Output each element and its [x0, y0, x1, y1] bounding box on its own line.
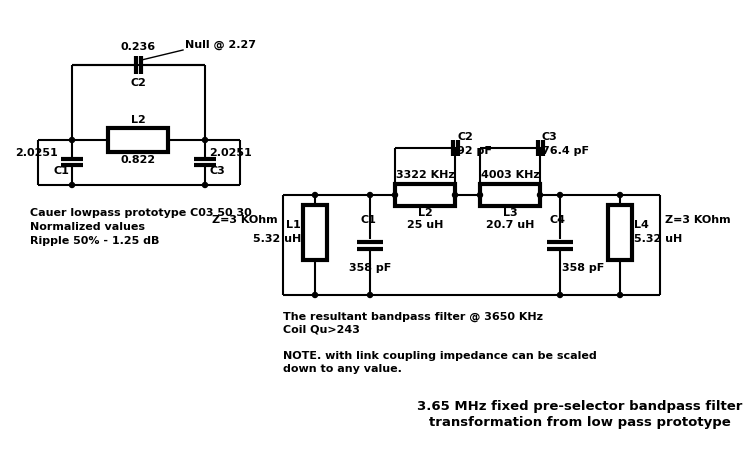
Text: C1: C1 [53, 166, 69, 176]
Bar [108, 128, 168, 152]
Text: C2: C2 [457, 132, 473, 142]
Text: 25 uH: 25 uH [407, 220, 443, 230]
Bar [395, 184, 455, 206]
Circle shape [538, 192, 542, 197]
Circle shape [557, 192, 562, 197]
Text: Null @ 2.27: Null @ 2.27 [185, 40, 256, 50]
Bar [480, 184, 540, 206]
Text: 3322 KHz: 3322 KHz [396, 170, 454, 180]
Text: 3.65 MHz fixed pre-selector bandpass filter: 3.65 MHz fixed pre-selector bandpass fil… [418, 400, 743, 413]
Circle shape [618, 292, 622, 298]
Text: Z=3 KOhm: Z=3 KOhm [665, 215, 731, 225]
Circle shape [202, 182, 208, 187]
Text: 4003 KHz: 4003 KHz [480, 170, 539, 180]
Circle shape [618, 192, 622, 197]
Text: C1: C1 [360, 215, 376, 225]
Text: L3: L3 [503, 208, 518, 218]
Text: 92 pF: 92 pF [457, 146, 492, 156]
Bar [303, 205, 327, 260]
Text: 358 pF: 358 pF [562, 263, 604, 273]
Text: 0.822: 0.822 [120, 155, 155, 165]
Circle shape [392, 192, 397, 197]
Circle shape [368, 292, 373, 298]
Text: Ripple 50% - 1.25 dB: Ripple 50% - 1.25 dB [30, 236, 159, 246]
Text: 5.32 uH: 5.32 uH [634, 234, 682, 244]
Text: L1: L1 [286, 220, 301, 230]
Text: 5.32 uH: 5.32 uH [252, 234, 301, 244]
Circle shape [312, 292, 317, 298]
Text: C2: C2 [131, 78, 146, 88]
Text: 2.0251: 2.0251 [209, 148, 252, 158]
Text: Coil Qu>243: Coil Qu>243 [283, 325, 360, 335]
Circle shape [69, 138, 75, 143]
Text: L4: L4 [634, 220, 649, 230]
Text: C4: C4 [549, 215, 565, 225]
Text: NOTE. with link coupling impedance can be scaled: NOTE. with link coupling impedance can b… [283, 351, 597, 361]
Circle shape [557, 292, 562, 298]
Text: C3: C3 [542, 132, 558, 142]
Text: Cauer lowpass prototype C03 50 30: Cauer lowpass prototype C03 50 30 [30, 208, 252, 218]
Circle shape [312, 192, 317, 197]
Text: 0.236: 0.236 [121, 42, 156, 52]
Circle shape [69, 182, 75, 187]
Text: L2: L2 [131, 115, 146, 125]
Text: transformation from low pass prototype: transformation from low pass prototype [429, 416, 731, 429]
Circle shape [477, 192, 483, 197]
Circle shape [202, 138, 208, 143]
Text: L2: L2 [418, 208, 433, 218]
Text: 358 pF: 358 pF [349, 263, 391, 273]
Text: The resultant bandpass filter @ 3650 KHz: The resultant bandpass filter @ 3650 KHz [283, 312, 543, 322]
Text: down to any value.: down to any value. [283, 364, 402, 374]
Text: Z=3 KOhm: Z=3 KOhm [212, 215, 278, 225]
Text: Normalized values: Normalized values [30, 222, 145, 232]
Text: 20.7 uH: 20.7 uH [486, 220, 534, 230]
Circle shape [453, 192, 457, 197]
Text: 2.0251: 2.0251 [15, 148, 58, 158]
Circle shape [368, 192, 373, 197]
Text: 76.4 pF: 76.4 pF [542, 146, 589, 156]
Bar [608, 205, 632, 260]
Text: C3: C3 [210, 166, 226, 176]
